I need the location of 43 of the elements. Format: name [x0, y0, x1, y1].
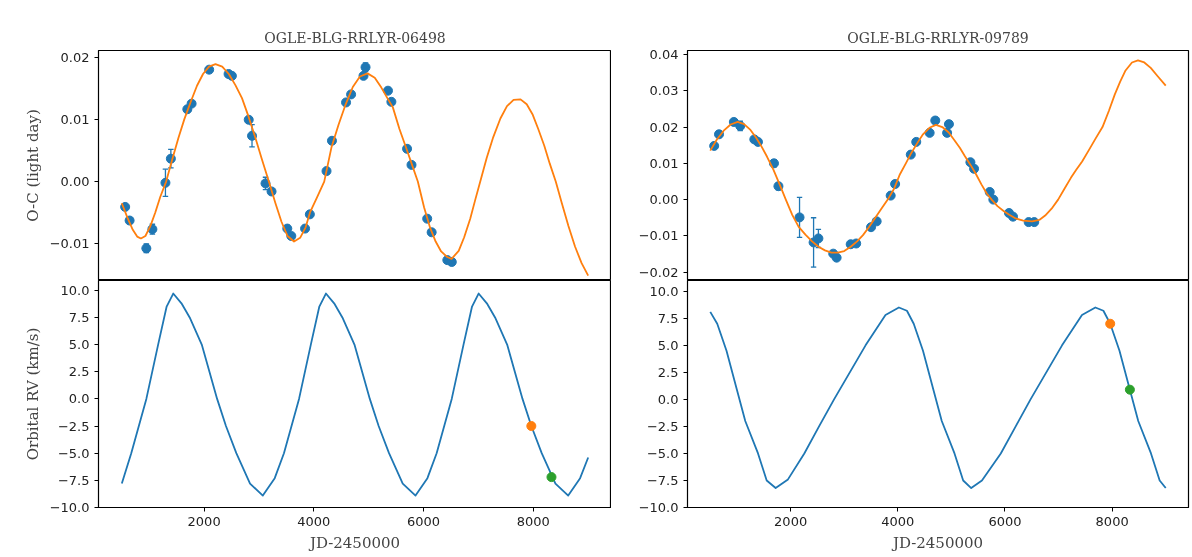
x-tick-label: 4000 [881, 513, 915, 529]
y-tick-label: −0.02 [638, 264, 679, 280]
y-tick-label: 0.0 [68, 391, 90, 407]
y-tick-label: 2.5 [68, 364, 90, 380]
x-tick-label: 6000 [988, 513, 1022, 529]
y-tick-label: −5.0 [646, 445, 679, 461]
y-axis-title: Orbital RV (km/s) [23, 327, 42, 461]
y-tick-label: 2.5 [657, 364, 679, 380]
x-axis-title: JD-2450000 [890, 533, 984, 552]
y-tick-label: −2.5 [57, 418, 90, 434]
y-tick-label: 0.01 [649, 155, 679, 171]
x-tick-label: 8000 [516, 513, 550, 529]
y-tick-label: 0.04 [649, 46, 679, 62]
y-tick-label: 5.0 [68, 337, 90, 353]
y-tick-label: 0.01 [60, 112, 90, 128]
x-tick-label: 8000 [1095, 513, 1129, 529]
y-tick-label: 10.0 [649, 283, 679, 299]
y-tick-label: −2.5 [646, 418, 679, 434]
y-tick-label: −5.0 [57, 445, 90, 461]
y-tick-label: 0.0 [657, 391, 679, 407]
y-tick-label: −7.5 [646, 472, 679, 488]
y-tick-label: 7.5 [68, 309, 90, 325]
x-tick-label: 2000 [774, 513, 808, 529]
y-tick-label: 7.5 [657, 310, 679, 326]
y-tick-label: 0.03 [649, 83, 679, 99]
y-tick-label: −0.01 [638, 228, 679, 244]
y-tick-label: −10.0 [638, 500, 679, 515]
x-tick-label: 4000 [297, 513, 331, 529]
y-tick-label: 10.0 [60, 282, 90, 298]
x-tick-label: 2000 [187, 513, 221, 529]
chart-title: OGLE-BLG-RRLYR-06498 [264, 29, 446, 46]
x-tick-label: 6000 [407, 513, 441, 529]
y-axis-title: O-C (light day) [23, 109, 42, 222]
chart-title: OGLE-BLG-RRLYR-09789 [847, 29, 1029, 46]
y-tick-label: −0.01 [49, 235, 90, 251]
x-axis-title: JD-2450000 [307, 533, 401, 552]
y-tick-label: 0.00 [649, 192, 679, 208]
y-tick-label: 0.02 [60, 50, 90, 66]
y-tick-label: 0.02 [649, 119, 679, 135]
y-tick-label: 0.00 [60, 174, 90, 190]
y-tick-label: −10.0 [49, 500, 90, 515]
y-tick-label: −7.5 [57, 472, 90, 488]
y-tick-label: 5.0 [657, 337, 679, 353]
